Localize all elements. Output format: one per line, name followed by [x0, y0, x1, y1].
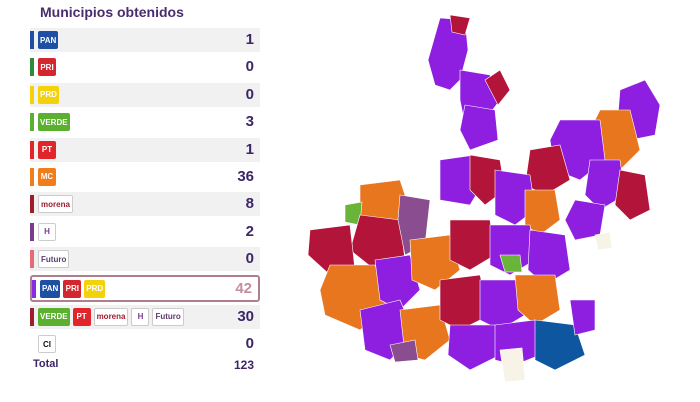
- municipality-region: [439, 274, 491, 331]
- municipality-region: [389, 339, 419, 363]
- municipality-region: [499, 347, 526, 383]
- party-logos: Futuro: [38, 249, 70, 269]
- municipality-region: [449, 14, 471, 36]
- municipality-region: [514, 274, 561, 326]
- result-row: PRD 0: [30, 82, 260, 107]
- party-color-bar: [30, 195, 34, 214]
- party-logos: morena: [38, 194, 73, 214]
- pan-logo: PAN: [40, 279, 61, 298]
- result-row: VERDE PT morena H Futuro 30: [30, 304, 260, 329]
- municipality-region: [374, 254, 421, 311]
- municipality-count: 1: [245, 31, 254, 48]
- prd-logo: PRD: [84, 279, 106, 298]
- results-table: PAN 1 PRI 0 PRD 0 VERDE 3 PT 1 MC 36 morena 8 H 2 Futuro…: [30, 28, 260, 360]
- total-row: Total 123: [33, 358, 258, 374]
- pt-logo: PT: [38, 140, 56, 159]
- verde-logo: VERDE: [38, 113, 70, 132]
- party-logos: PRI: [38, 57, 56, 77]
- panel-title: Municipios obtenidos: [40, 4, 184, 20]
- municipality-region: [449, 219, 496, 271]
- mc-logo: MC: [38, 167, 56, 186]
- ci-logo: CI: [38, 335, 56, 354]
- municipality-count: 30: [237, 307, 254, 325]
- party-logos: PT: [38, 140, 56, 160]
- party-color-bar: [30, 307, 34, 326]
- municipality-region: [534, 319, 586, 371]
- morena-logo: morena: [38, 195, 73, 214]
- party-logos: CI: [38, 334, 56, 354]
- municipality-region: [489, 224, 536, 276]
- party-color-bar: [30, 250, 34, 269]
- result-row: PAN 1: [30, 28, 260, 52]
- party-logos: VERDE PT morena H Futuro: [38, 307, 184, 327]
- result-row: PRI 0: [30, 55, 260, 80]
- municipality-region: [584, 159, 626, 211]
- result-row: morena 8: [30, 192, 260, 217]
- result-row: PT 1: [30, 137, 260, 162]
- jalisco-municipality-map: [307, 14, 661, 383]
- party-color-bar: [30, 85, 34, 104]
- party-color-bar: [30, 140, 34, 159]
- municipality-region: [479, 279, 526, 331]
- party-color-bar: [30, 31, 34, 49]
- party-logos: MC: [38, 167, 56, 187]
- party-logos: PAN PRI PRD: [40, 279, 106, 299]
- result-row: PAN PRI PRD 42: [30, 274, 260, 302]
- municipality-region: [614, 169, 651, 221]
- municipality-count: 2: [245, 222, 254, 240]
- party-logos: PRD: [38, 85, 59, 105]
- municipality-count: 36: [237, 167, 254, 185]
- municipality-region: [594, 231, 613, 251]
- pan-logo: PAN: [38, 31, 59, 49]
- municipality-region: [447, 324, 501, 371]
- municipality-count: 8: [245, 195, 254, 213]
- municipality-region: [484, 69, 511, 106]
- party-color-bar: [30, 222, 34, 241]
- municipality-count: 0: [245, 58, 254, 76]
- pt-logo: PT: [72, 307, 91, 326]
- municipality-count: 0: [245, 250, 254, 268]
- result-row: CI 0: [30, 332, 260, 357]
- result-row: Futuro 0: [30, 247, 260, 272]
- municipality-region: [499, 254, 523, 273]
- futuro-logo: Futuro: [38, 250, 70, 269]
- total-value: 123: [233, 358, 254, 372]
- party-logos: PAN: [38, 30, 59, 50]
- party-logos: H: [38, 222, 56, 242]
- futuro-logo: Futuro: [152, 307, 184, 326]
- party-logos: VERDE: [38, 112, 70, 132]
- total-label: Total: [33, 358, 59, 370]
- pri-logo: PRI: [63, 279, 82, 298]
- prd-logo: PRD: [38, 85, 59, 104]
- municipality-region: [459, 104, 499, 151]
- party-color-bar: [30, 335, 34, 354]
- result-row: VERDE 3: [30, 110, 260, 135]
- verde-logo: VERDE: [38, 307, 70, 326]
- municipality-region: [564, 199, 606, 241]
- party-color-bar: [30, 167, 34, 186]
- municipality-count: 1: [245, 140, 254, 158]
- pri-logo: PRI: [38, 58, 56, 77]
- party-color-bar: [30, 58, 34, 77]
- result-row: MC 36: [30, 164, 260, 189]
- municipality-region: [527, 229, 571, 286]
- municipality-count: 3: [245, 113, 254, 131]
- hagamos-logo: H: [131, 307, 150, 326]
- municipality-count: 42: [235, 279, 252, 297]
- hagamos-logo: H: [38, 222, 56, 241]
- party-color-bar: [32, 279, 36, 298]
- municipality-region: [524, 189, 561, 236]
- municipality-region: [569, 299, 596, 336]
- morena-logo: morena: [93, 307, 129, 326]
- municipality-count: 0: [245, 335, 254, 353]
- party-color-bar: [30, 113, 34, 132]
- municipality-count: 0: [245, 85, 254, 103]
